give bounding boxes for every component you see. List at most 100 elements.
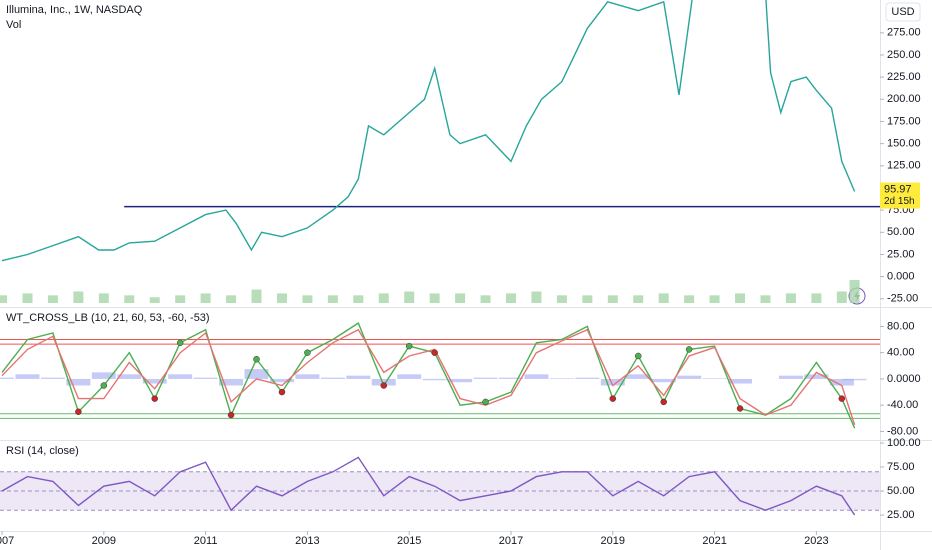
histogram-bar — [728, 378, 753, 384]
histogram-bar — [117, 374, 142, 379]
histogram-bar — [499, 377, 524, 379]
volume-bar — [124, 295, 135, 303]
cross-dot — [431, 349, 438, 356]
y-tick-label: 75.00 — [887, 461, 915, 473]
indicator-title: RSI (14, close) — [6, 445, 79, 457]
volume-bar — [276, 293, 287, 303]
indicator-title: WT_CROSS_LB (10, 21, 60, 53, -60, -53) — [6, 312, 210, 324]
volume-bar — [149, 297, 160, 303]
countdown: 2d 15h — [884, 196, 915, 207]
y-tick-label: 200.00 — [887, 93, 921, 105]
x-tick-label: 2011 — [194, 535, 218, 547]
volume-bar — [709, 295, 720, 303]
pane — [0, 322, 880, 429]
currency-button[interactable] — [885, 2, 921, 22]
volume-bar — [302, 295, 313, 303]
y-tick-label: 0.000 — [887, 271, 915, 283]
histogram-bar — [778, 375, 803, 379]
histogram-bar — [15, 374, 40, 379]
volume-bar — [175, 295, 186, 303]
cross-dot — [75, 408, 82, 416]
cross-dot — [151, 395, 158, 402]
volume-bar — [327, 295, 338, 303]
rsi-band — [0, 471, 880, 511]
histogram-bar — [422, 378, 447, 381]
cross-dot — [838, 395, 846, 402]
cross-dot — [634, 352, 642, 360]
histogram-bar — [269, 378, 294, 383]
pane — [0, 456, 880, 516]
y-tick-label: 50.00 — [887, 485, 915, 497]
volume-bar — [47, 295, 58, 303]
histogram-bar — [651, 378, 676, 383]
y-tick-label: 275.00 — [887, 27, 921, 39]
x-tick-label: 2021 — [702, 535, 726, 547]
histogram-bar — [702, 378, 727, 379]
histogram-bar — [473, 377, 498, 379]
cross-dot — [278, 388, 286, 396]
y-tick-label: 125.00 — [887, 160, 921, 172]
cross-dot — [609, 395, 617, 402]
volume-bar — [98, 293, 109, 303]
last-price-box — [880, 182, 920, 209]
volume-bar — [531, 291, 542, 303]
histogram-bar — [0, 377, 15, 379]
y-tick-label: 0.0000 — [887, 373, 921, 385]
volume-bar — [73, 291, 84, 303]
y-tick-label: 250.00 — [887, 49, 921, 61]
histogram-bar — [371, 378, 396, 386]
volume-bar — [836, 291, 847, 303]
histogram-bar — [448, 378, 473, 383]
volume-bar — [633, 295, 644, 303]
cross-dot — [685, 346, 693, 353]
x-tick-label: 2017 — [499, 535, 523, 547]
cross-dot — [176, 339, 184, 347]
x-tick-label: 2009 — [92, 535, 116, 547]
y-tick-label: -25.00 — [887, 293, 918, 305]
volume-bar — [684, 295, 695, 303]
histogram-bar — [677, 375, 702, 379]
volume-bar — [811, 293, 822, 303]
y-tick-label: -40.00 — [887, 399, 918, 411]
x-tick-label: 2015 — [397, 535, 421, 547]
cross-dot — [482, 398, 489, 406]
y-tick-label: 25.00 — [887, 509, 915, 521]
volume-bar — [22, 293, 33, 303]
cross-dot — [227, 411, 235, 419]
histogram-bar — [40, 377, 65, 379]
volume-bar — [506, 293, 517, 303]
volume-bar — [200, 293, 211, 303]
histogram-bar — [142, 378, 167, 384]
volume-bar — [849, 280, 860, 303]
cross-dot — [405, 342, 413, 350]
volume-title: Vol — [6, 19, 21, 31]
histogram-bar — [320, 377, 345, 379]
y-tick-label: 25.00 — [887, 248, 915, 260]
volume-bar — [735, 293, 746, 303]
volume-bar — [226, 295, 237, 303]
histogram-bar — [168, 374, 193, 379]
volume-bar — [658, 293, 669, 303]
y-tick-label: 50.00 — [887, 226, 915, 238]
histogram-bar — [842, 378, 867, 381]
volume-bar — [785, 293, 796, 303]
volume-bar — [378, 293, 389, 303]
x-tick-label: 2007 — [0, 535, 14, 547]
histogram-bar — [549, 378, 574, 379]
series-line — [1, 456, 856, 516]
histogram-bar — [66, 378, 91, 386]
histogram-bar — [295, 374, 320, 379]
y-tick-label: 175.00 — [887, 115, 921, 127]
histogram-bar — [524, 374, 549, 379]
histogram-bar — [91, 372, 116, 379]
cross-dot — [253, 355, 260, 363]
volume-bar — [480, 295, 491, 303]
cross-dot — [660, 398, 667, 406]
y-tick-label: 150.00 — [887, 138, 921, 150]
histogram-bar — [600, 378, 625, 386]
currency[interactable]: USD — [891, 6, 914, 18]
histogram-bar — [397, 374, 422, 379]
volume-bar — [760, 295, 771, 303]
